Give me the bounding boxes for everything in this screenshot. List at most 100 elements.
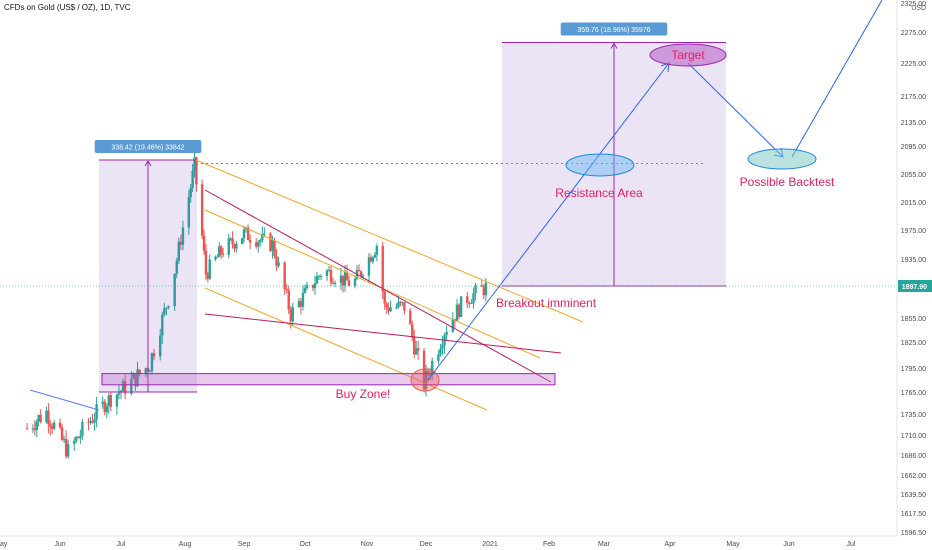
candle <box>299 297 303 315</box>
candle-body <box>95 404 98 420</box>
candle <box>399 300 402 307</box>
candle <box>457 303 461 320</box>
price-tick-label: 1935.00 <box>901 257 926 264</box>
resistance-label: Resistance Area <box>555 186 643 200</box>
candle-body <box>91 420 94 423</box>
candle-body <box>319 276 323 278</box>
time-tick-label: ay <box>0 541 8 548</box>
candle <box>301 285 305 311</box>
candle <box>319 274 323 281</box>
price-tick-label: 1855.00 <box>901 316 926 323</box>
candle-body <box>457 304 461 318</box>
candle-body <box>283 262 286 290</box>
candle-body <box>361 275 365 277</box>
candle <box>443 332 446 355</box>
candle-body <box>375 246 379 255</box>
candle-body <box>297 301 301 308</box>
candle-body <box>163 308 166 315</box>
candle <box>248 234 252 250</box>
candle <box>187 189 191 235</box>
candle <box>285 284 288 293</box>
candle-body <box>341 275 345 286</box>
price-tick-label: 1825.00 <box>901 340 926 347</box>
candle-body <box>381 246 384 292</box>
price-tick-label: 1596.50 <box>901 530 926 537</box>
candle-body <box>480 285 483 287</box>
candle <box>470 299 473 305</box>
price-tick-label: 2015.00 <box>901 200 926 207</box>
candle <box>263 227 266 238</box>
candle <box>395 303 398 310</box>
candle-body <box>416 348 420 351</box>
candle-body <box>385 303 388 308</box>
candle-body <box>367 257 371 276</box>
candle-body <box>403 302 406 311</box>
candle-body <box>51 426 54 429</box>
price-tick-label: 2055.00 <box>901 172 926 179</box>
candle-body <box>214 256 217 260</box>
candle <box>445 325 448 341</box>
candle <box>150 352 154 375</box>
candle-body <box>161 314 164 336</box>
candle-body <box>246 227 250 241</box>
candle <box>291 302 294 326</box>
candle <box>441 336 444 355</box>
candle-body <box>248 240 252 243</box>
candle-body <box>303 288 307 293</box>
candle-body <box>441 345 444 349</box>
candle-body <box>383 291 386 304</box>
candle-body <box>165 307 168 309</box>
time-tick-label: Jul <box>847 541 856 548</box>
measure-left-label-bg <box>94 140 202 153</box>
candle-body <box>89 420 92 423</box>
candle <box>257 239 260 253</box>
wedge-lower-line <box>204 313 562 354</box>
candle-body <box>66 443 70 457</box>
candle <box>451 312 455 333</box>
time-tick-label: Aug <box>179 541 192 548</box>
measure-right-arrow-head <box>610 42 618 49</box>
time-tick-label: Mar <box>598 541 611 548</box>
candle-body <box>289 309 292 322</box>
candle <box>371 256 375 265</box>
candle <box>261 226 264 244</box>
candle-body <box>159 335 162 357</box>
candle-body <box>484 282 488 296</box>
candle-body <box>301 292 305 307</box>
price-tick-label: 1639.50 <box>901 492 926 499</box>
candle-body <box>271 240 274 251</box>
candle <box>240 237 244 245</box>
candle <box>165 307 168 316</box>
candle-body <box>87 421 90 423</box>
time-tick-label: Sep <box>238 541 251 548</box>
candle-body <box>468 303 471 305</box>
candle-body <box>305 284 309 289</box>
price-tick-label: 1795.00 <box>901 366 926 373</box>
candle <box>64 430 68 459</box>
candle <box>327 266 331 272</box>
candle-body <box>204 250 208 275</box>
candle <box>49 420 52 436</box>
candle-body <box>93 419 96 423</box>
backtest-arrow <box>687 62 784 158</box>
candle <box>480 279 483 287</box>
candle <box>163 302 166 317</box>
candle-body <box>193 157 196 172</box>
candle <box>275 248 278 271</box>
candle <box>474 282 477 301</box>
candle-body <box>235 244 238 249</box>
measure-left-arrow-head <box>144 160 152 167</box>
price-tick-label: 2275.00 <box>901 30 926 37</box>
candle-body <box>81 421 84 436</box>
candle <box>361 273 365 280</box>
candle <box>47 403 50 434</box>
candle <box>437 350 440 365</box>
candle-body <box>331 282 335 284</box>
candle <box>79 429 82 445</box>
candle <box>235 240 238 253</box>
candle <box>325 268 329 281</box>
candle-body <box>167 306 170 308</box>
candle <box>411 320 414 342</box>
